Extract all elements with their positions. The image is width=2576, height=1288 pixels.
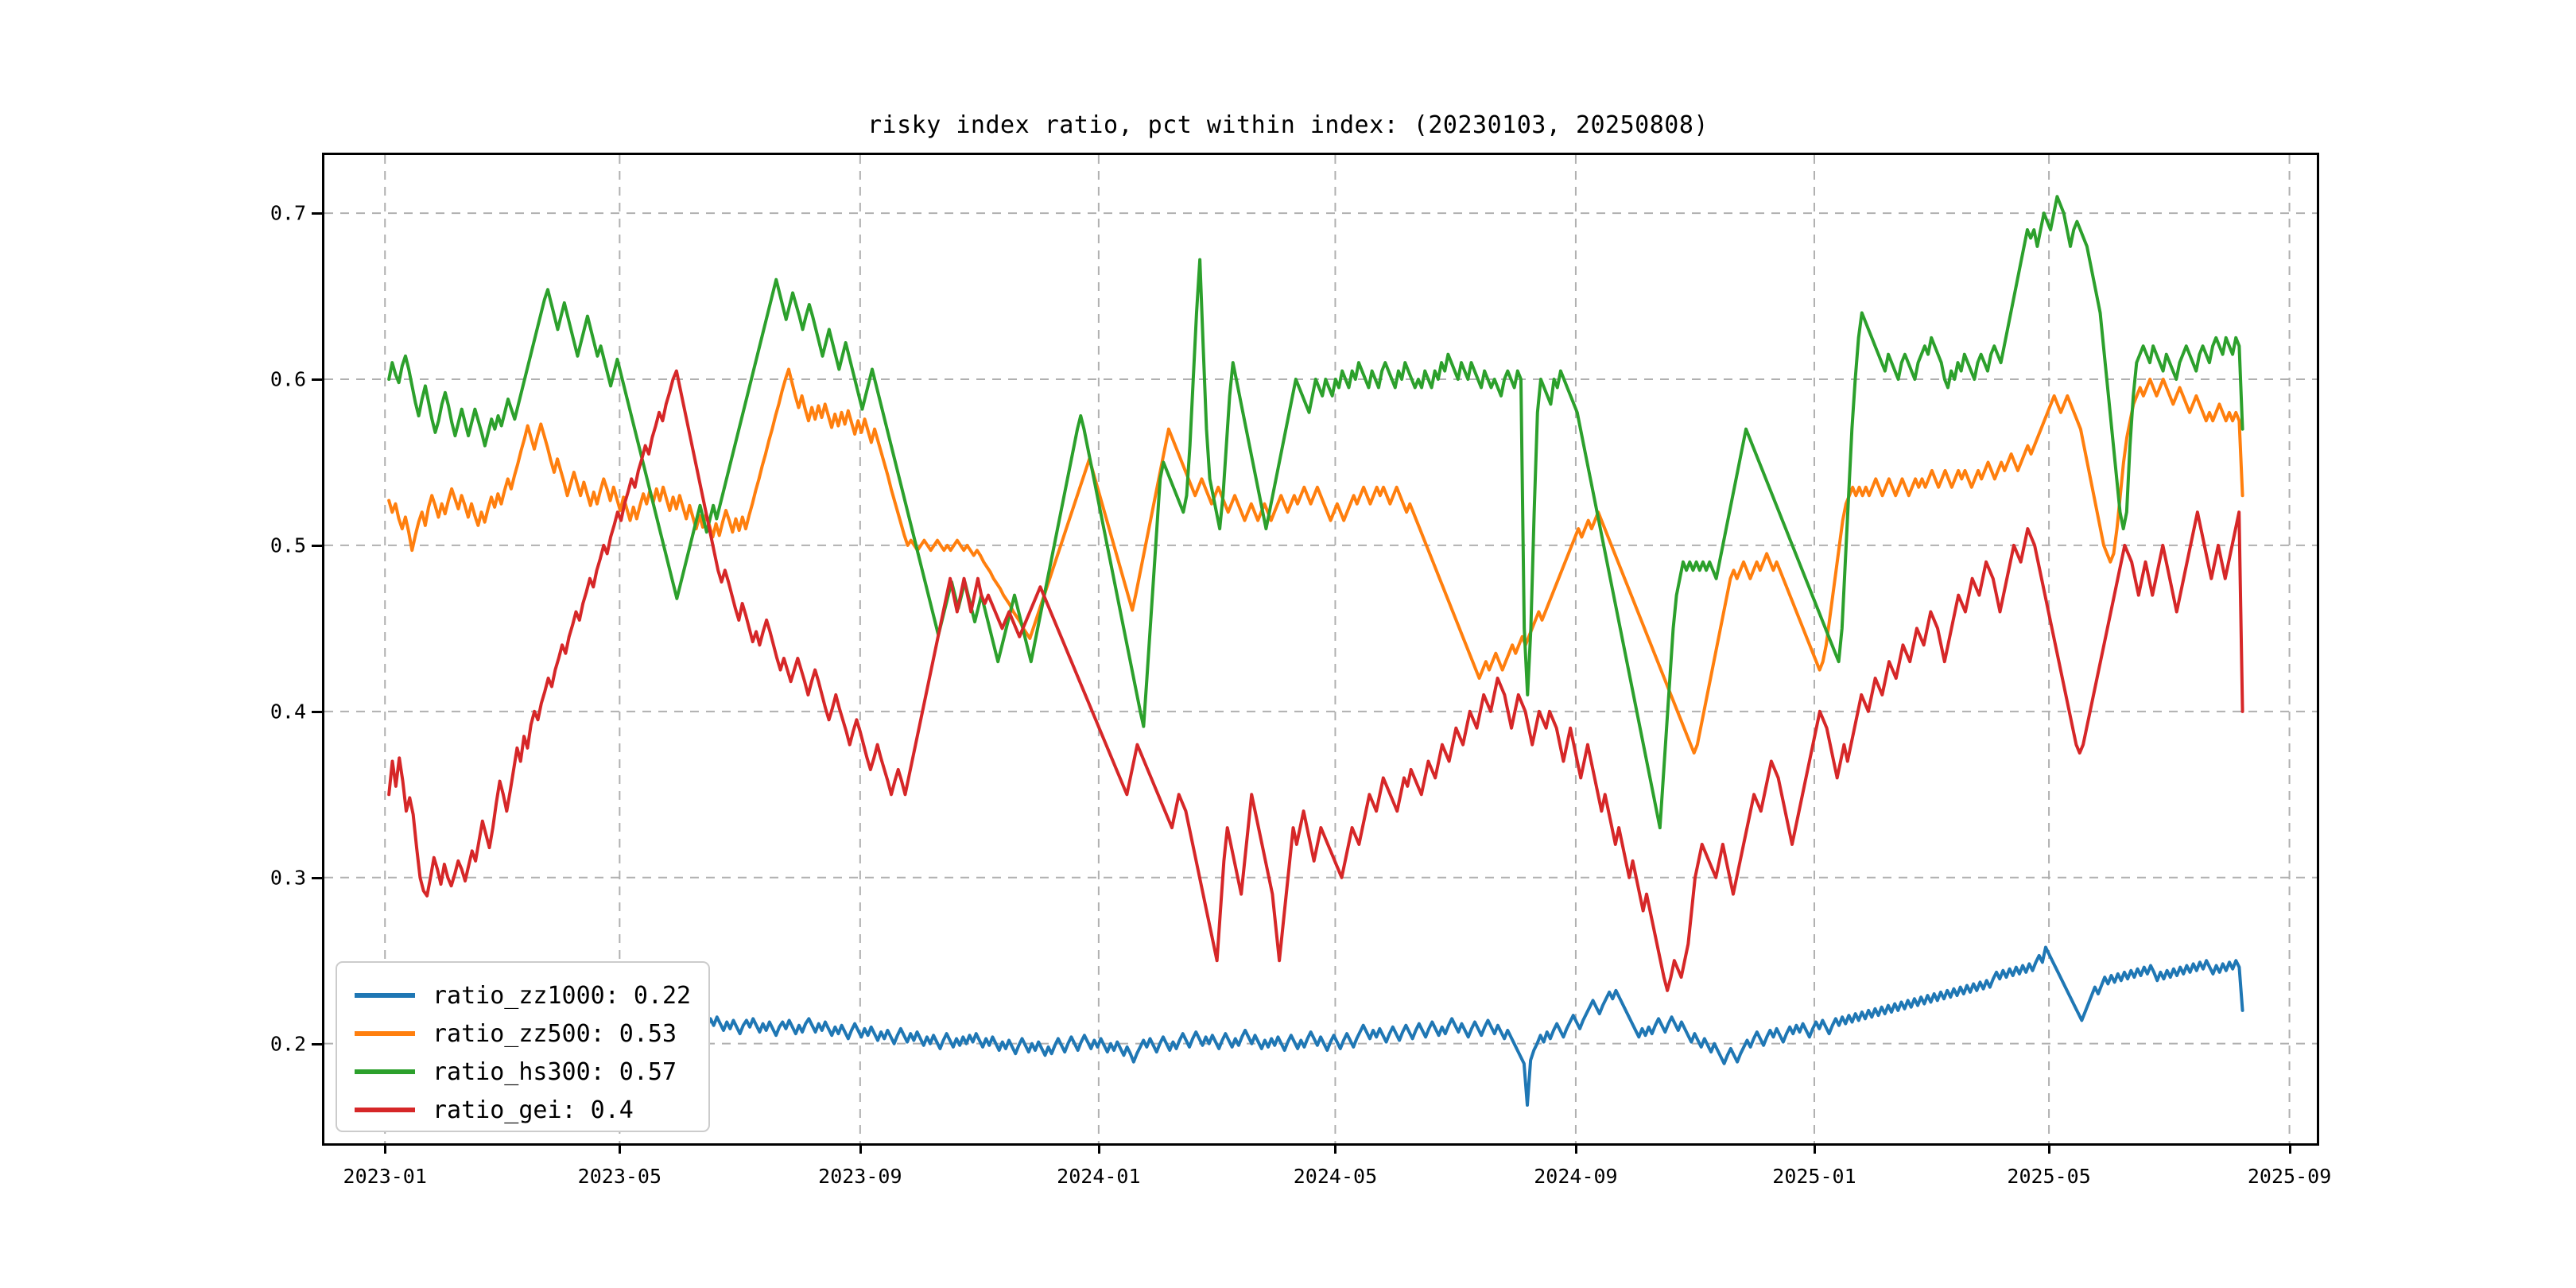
series-line-ratio_zz500 [387,367,2244,755]
x-tick-label: 2024-09 [1534,1165,1618,1188]
y-tick-label: 0.4 [270,700,306,724]
y-tick-label: 0.3 [270,866,306,890]
legend-item-ratio_gei[interactable]: ratio_gei: 0.4 [337,1088,708,1131]
legend-label-ratio_gei: ratio_gei: 0.4 [433,1096,634,1124]
legend-label-ratio_zz1000: ratio_zz1000: 0.22 [433,981,692,1010]
series-line-ratio_gei [387,369,2244,992]
y-tick-mark [312,212,322,215]
y-tick-label: 0.7 [270,201,306,225]
series-line-ratio_hs300 [387,195,2244,830]
y-tick-label: 0.6 [270,367,306,391]
x-tick-mark [619,1143,622,1154]
legend-item-ratio_zz1000[interactable]: ratio_zz1000: 0.22 [337,974,708,1017]
y-tick-mark [312,710,322,713]
gridlines [324,155,2317,1143]
x-tick-mark [1813,1143,1816,1154]
y-tick-mark [312,544,322,547]
legend-swatch-ratio_hs300 [355,1069,415,1074]
x-tick-label: 2025-09 [2247,1165,2332,1188]
x-tick-mark [859,1143,862,1154]
legend-label-ratio_hs300: ratio_hs300: 0.57 [433,1057,677,1086]
x-tick-label: 2024-01 [1057,1165,1141,1188]
x-tick-label: 2023-09 [818,1165,902,1188]
x-tick-label: 2025-01 [1772,1165,1856,1188]
x-tick-mark [1574,1143,1577,1154]
legend-item-ratio_zz500[interactable]: ratio_zz500: 0.53 [337,1012,708,1055]
legend-swatch-ratio_zz500 [355,1031,415,1036]
x-tick-mark [2048,1143,2051,1154]
x-tick-mark [1334,1143,1337,1154]
x-tick-label: 2025-05 [2007,1165,2091,1188]
legend-swatch-ratio_gei [355,1108,415,1112]
chart-legend: ratio_zz1000: 0.22 ratio_zz500: 0.53 ratio… [336,961,710,1132]
y-tick-mark [312,378,322,382]
chart-title: risky index ratio, pct within index: (20… [867,111,1709,139]
x-tick-mark [2288,1143,2291,1154]
y-tick-label: 0.2 [270,1032,306,1056]
y-tick-label: 0.5 [270,533,306,557]
x-tick-label: 2023-05 [577,1165,662,1188]
y-tick-mark [312,1042,322,1046]
x-tick-mark [1097,1143,1100,1154]
x-tick-label: 2023-01 [343,1165,427,1188]
legend-item-ratio_hs300[interactable]: ratio_hs300: 0.57 [337,1050,708,1093]
x-tick-label: 2024-05 [1293,1165,1378,1188]
legend-swatch-ratio_zz1000 [355,993,415,998]
y-tick-mark [312,876,322,879]
x-tick-mark [384,1143,387,1154]
legend-label-ratio_zz500: ratio_zz500: 0.53 [433,1019,677,1048]
